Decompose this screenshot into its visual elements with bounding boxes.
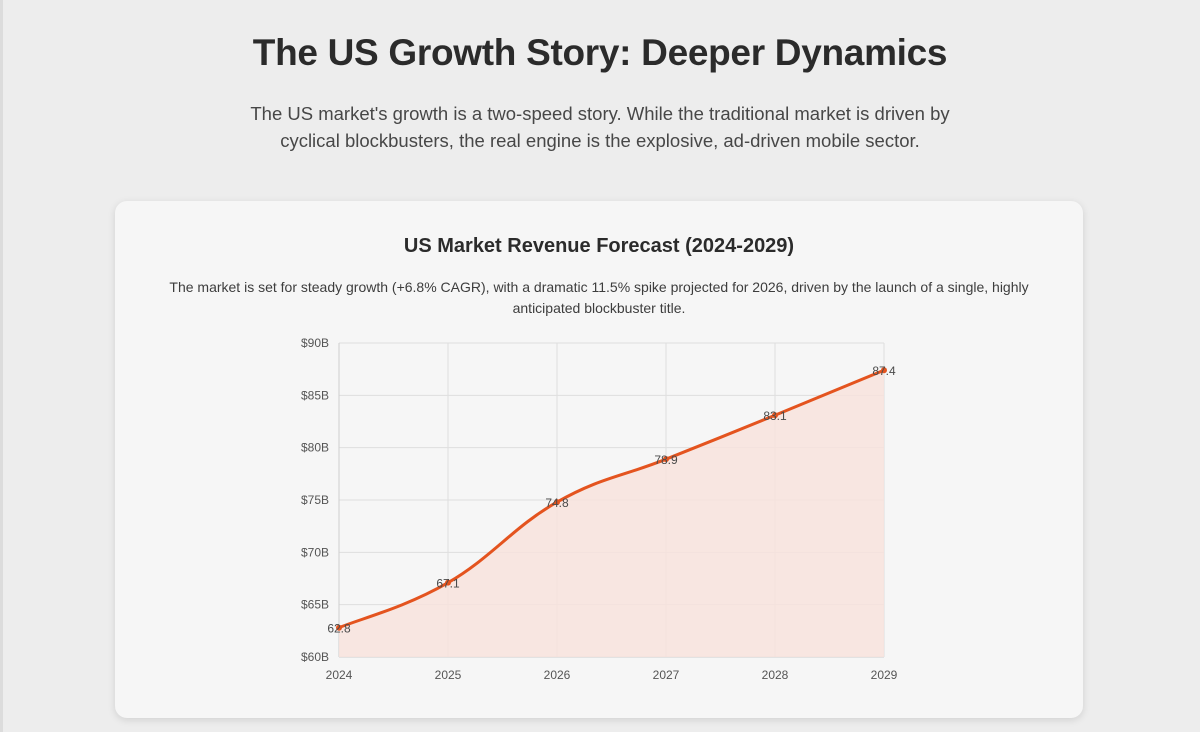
y-tick-label: $70B [301, 545, 329, 559]
data-point [554, 499, 560, 506]
data-label: 83.1 [763, 409, 787, 423]
y-tick-label: $85B [301, 388, 329, 402]
y-tick-label: $65B [301, 598, 329, 612]
data-label: 87.4 [872, 364, 896, 378]
chart-card: US Market Revenue Forecast (2024-2029) T… [115, 201, 1083, 718]
data-label: 62.8 [327, 622, 351, 636]
y-tick-label: $60B [301, 650, 329, 664]
x-tick-label: 2027 [653, 668, 680, 682]
data-point [445, 579, 451, 586]
series-area [339, 370, 884, 657]
x-tick-label: 2028 [762, 668, 789, 682]
chart-description: The market is set for steady growth (+6.… [169, 279, 1029, 316]
x-tick-label: 2026 [544, 668, 571, 682]
data-point [336, 624, 342, 631]
window-edge [0, 0, 3, 732]
page-title: The US Growth Story: Deeper Dynamics [252, 32, 948, 73]
page-intro: The US market's growth is a two-speed st… [250, 103, 950, 151]
chart-title: US Market Revenue Forecast (2024-2029) [403, 235, 795, 257]
y-tick-label: $80B [301, 441, 329, 455]
x-tick-label: 2025 [435, 668, 462, 682]
data-point [663, 456, 669, 463]
data-point [881, 367, 887, 374]
data-label: 74.8 [545, 496, 569, 510]
revenue-forecast-chart: $60B $65B $70B $75B $80B $85B $90B 2024 2025 2026… [301, 336, 898, 682]
data-label: 67.1 [436, 577, 460, 591]
x-tick-label: 2029 [871, 668, 898, 682]
y-tick-label: $75B [301, 493, 329, 507]
data-label: 78.9 [654, 453, 678, 467]
data-point [772, 412, 778, 419]
series-line [337, 368, 886, 630]
x-tick-label: 2024 [326, 668, 353, 682]
y-tick-label: $90B [301, 336, 329, 350]
